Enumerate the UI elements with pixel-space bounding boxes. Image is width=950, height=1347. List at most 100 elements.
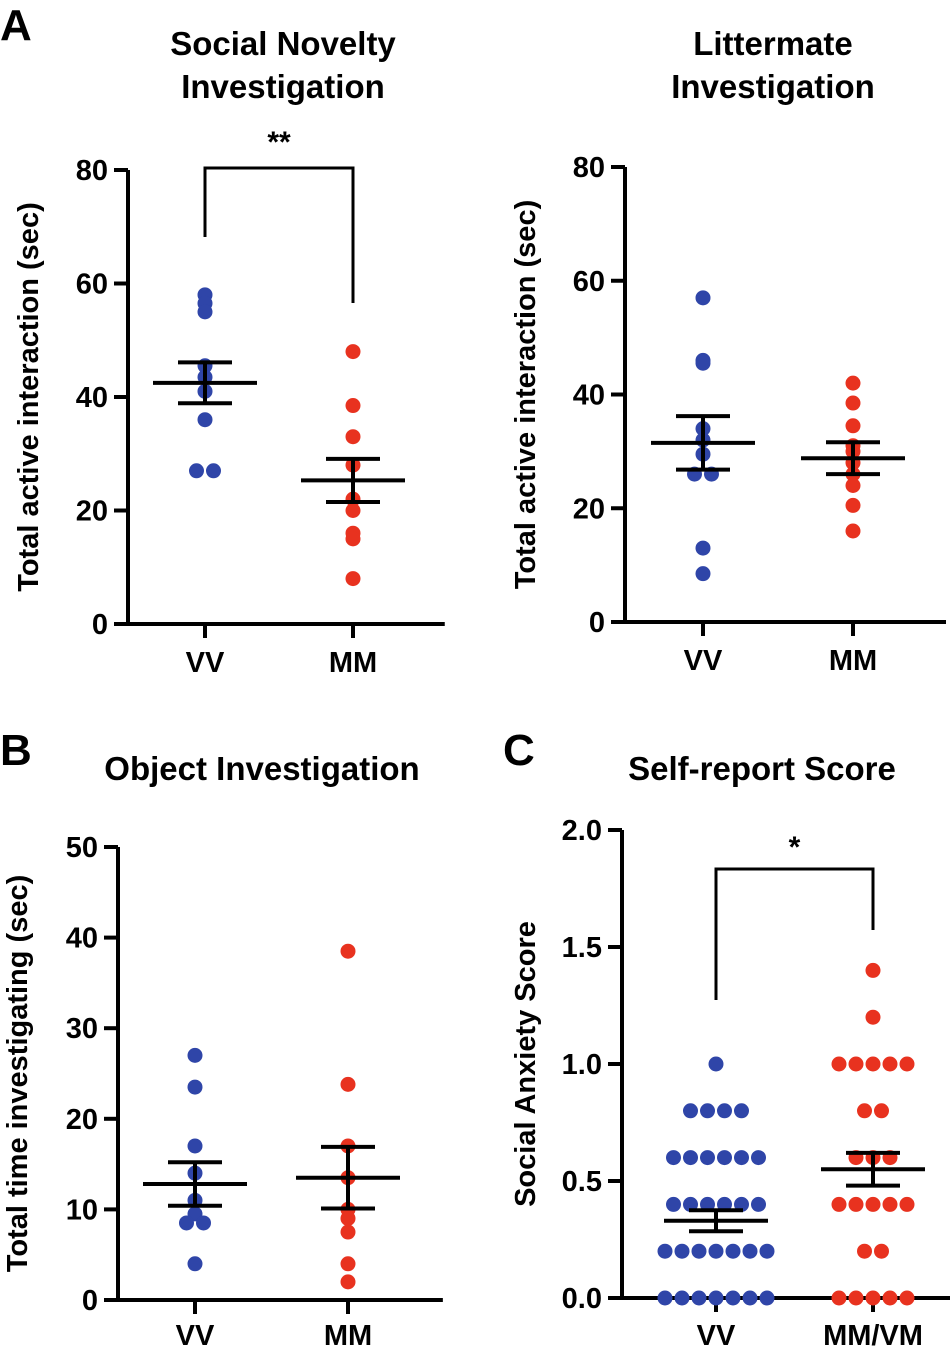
panel-label-a: A [0, 1, 32, 50]
data-point-mm-vm [848, 1290, 864, 1306]
y-tick-label: 10 [66, 1194, 98, 1226]
data-point-mm-vm [865, 962, 881, 978]
x-tick-label: VV [684, 645, 723, 677]
data-point-vv [179, 1215, 194, 1231]
data-point-vv [187, 1138, 203, 1154]
data-point-mm-vm [865, 1056, 881, 1072]
chart-title: Social Novelty [170, 25, 396, 62]
significance-bracket [203, 166, 355, 303]
data-point-mm [845, 478, 861, 493]
x-tick-label: VV [176, 1320, 215, 1347]
data-point-vv [187, 1256, 203, 1272]
data-point-mm [340, 1076, 356, 1092]
y-tick-label: 0 [82, 1285, 98, 1317]
data-point-vv [691, 1290, 707, 1306]
data-point-vv [695, 355, 711, 371]
chart-object-investigation: Object Investigation Total time investiga… [2, 750, 443, 1347]
data-point-mm-vm [882, 1196, 898, 1212]
chart-social-novelty: Social Novelty Investigation Total active … [13, 25, 445, 679]
data-point-vv [751, 1196, 766, 1212]
chart-title: Object Investigation [104, 750, 419, 787]
data-point-mm-vm [899, 1290, 915, 1306]
y-tick-label: 80 [76, 155, 108, 187]
data-point-mm [845, 395, 861, 411]
data-point-vv [683, 1150, 698, 1166]
y-tick-label: 60 [76, 269, 108, 301]
x-tick-label: MM [829, 645, 877, 677]
data-point-mm [345, 571, 361, 587]
y-tick-label: 1.5 [562, 932, 602, 964]
x-tick-label: MM [329, 647, 377, 679]
data-point-mm-vm [882, 1290, 898, 1306]
data-point-vv [187, 1047, 203, 1063]
data-point-mm-vm [865, 1290, 881, 1306]
data-point-vv [717, 1103, 732, 1119]
chart-littermate: Littermate Investigation Total active inte… [510, 25, 946, 677]
y-axis-label: Total active interaction (sec) [510, 200, 542, 589]
y-axis-label: Total time investigating (sec) [2, 875, 34, 1272]
data-point-vv [666, 1196, 681, 1212]
chart-title: Self-report Score [628, 750, 896, 787]
panel-label-c: C [503, 726, 535, 775]
data-point-vv [759, 1290, 775, 1306]
data-point-mm-vm [857, 1103, 872, 1119]
data-point-mm [345, 344, 361, 360]
data-point-vv [742, 1243, 758, 1259]
chart-title: Littermate [693, 25, 853, 62]
data-point-vv [206, 463, 221, 479]
data-point-mm-vm [865, 1009, 881, 1025]
y-tick-label: 50 [66, 832, 98, 864]
x-tick-label: VV [186, 647, 225, 679]
data-point-mm [340, 1210, 356, 1226]
data-point-vv [717, 1150, 732, 1166]
data-point-mm-vm [831, 1056, 847, 1072]
y-tick-label: 0 [589, 607, 605, 639]
data-point-mm-vm [874, 1243, 889, 1259]
y-tick-label: 20 [573, 493, 605, 525]
data-point-mm [345, 531, 361, 547]
data-point-mm [340, 1274, 356, 1290]
y-axis-label: Social Anxiety Score [510, 921, 542, 1207]
data-point-vv [725, 1290, 741, 1306]
data-point-vv [717, 1196, 732, 1212]
panel-label-b: B [0, 726, 32, 775]
data-point-vv [189, 463, 204, 479]
data-point-mm [345, 503, 361, 518]
data-point-mm-vm [874, 1103, 889, 1119]
data-point-vv [700, 1150, 715, 1166]
data-point-mm-vm [899, 1056, 915, 1072]
x-tick-label: MM/VM [823, 1320, 923, 1347]
data-point-vv [657, 1243, 673, 1259]
data-point-vv [666, 1150, 681, 1166]
data-point-mm-vm [831, 1290, 847, 1306]
data-point-mm [845, 418, 861, 434]
y-tick-label: 20 [76, 496, 108, 528]
y-tick-label: 2.0 [562, 815, 602, 847]
data-point-mm [340, 943, 356, 959]
data-point-vv [734, 1196, 749, 1212]
data-point-vv [695, 290, 711, 306]
data-point-mm-vm [865, 1196, 881, 1212]
data-point-vv [695, 540, 711, 556]
y-tick-label: 40 [573, 380, 605, 412]
data-point-mm-vm [848, 1056, 864, 1072]
data-point-vv [725, 1243, 741, 1259]
y-tick-label: 1.0 [562, 1049, 602, 1081]
y-tick-label: 40 [66, 923, 98, 955]
y-axis-label: Total active interaction (sec) [13, 202, 45, 591]
data-point-vv [197, 304, 213, 320]
data-point-vv [674, 1243, 690, 1259]
data-point-mm-vm [899, 1196, 915, 1212]
significance-bracket [714, 867, 875, 1000]
data-point-vv [674, 1290, 690, 1306]
significance-label: ** [267, 126, 291, 159]
data-point-vv [187, 1079, 203, 1095]
chart-title: Investigation [181, 68, 385, 105]
data-point-vv [683, 1103, 698, 1119]
data-point-mm [340, 1256, 356, 1272]
data-point-vv [759, 1243, 775, 1259]
data-point-vv [708, 1243, 724, 1259]
x-tick-label: MM [324, 1320, 372, 1347]
y-tick-label: 60 [573, 266, 605, 298]
